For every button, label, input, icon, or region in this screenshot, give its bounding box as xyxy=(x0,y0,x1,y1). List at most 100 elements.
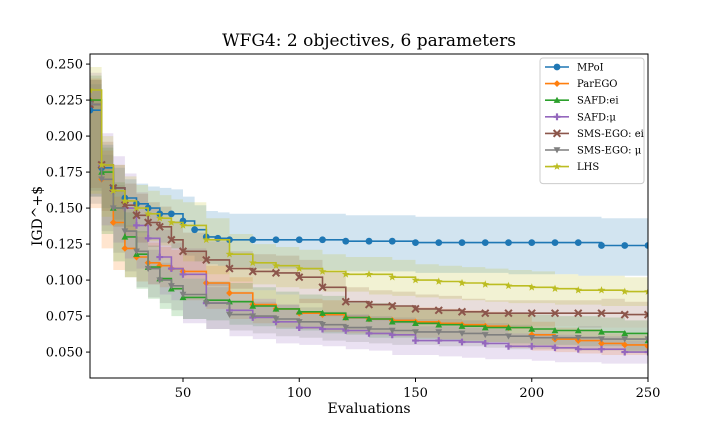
data-point xyxy=(598,242,605,249)
data-point xyxy=(598,340,605,347)
chart-title: WFG4: 2 objectives, 6 parameters xyxy=(222,31,516,51)
data-point xyxy=(225,250,234,258)
data-point xyxy=(435,337,443,344)
data-point xyxy=(481,280,490,288)
data-point xyxy=(412,239,419,247)
x-tick-label: 150 xyxy=(403,386,428,401)
data-point xyxy=(551,239,559,247)
data-point xyxy=(295,236,303,244)
data-point xyxy=(481,309,490,318)
data-point xyxy=(167,235,176,244)
legend-box xyxy=(539,57,645,185)
data-point xyxy=(574,286,583,294)
x-axis-label: Evaluations xyxy=(327,401,410,417)
data-point xyxy=(411,276,420,284)
data-point xyxy=(598,345,605,353)
data-point xyxy=(481,332,489,339)
data-point xyxy=(132,211,141,220)
data-point xyxy=(249,302,257,309)
data-point xyxy=(133,248,140,255)
data-point xyxy=(295,324,303,331)
data-point xyxy=(457,307,467,316)
legend-label: LHS xyxy=(577,162,599,173)
data-point xyxy=(527,283,536,291)
data-point xyxy=(249,313,257,320)
data-point xyxy=(121,196,129,205)
data-point xyxy=(90,106,94,114)
data-point xyxy=(202,255,211,265)
y-tick-label: 0.050 xyxy=(46,346,83,361)
data-point xyxy=(388,273,397,281)
data-point xyxy=(435,321,443,328)
data-point xyxy=(178,247,188,256)
data-point xyxy=(644,342,648,350)
data-point xyxy=(412,329,419,336)
data-point xyxy=(295,319,303,326)
data-point xyxy=(574,345,582,353)
data-point xyxy=(179,270,187,278)
data-point xyxy=(97,160,106,169)
data-point xyxy=(109,219,117,226)
data-point xyxy=(621,341,629,349)
data-point xyxy=(458,338,466,346)
data-point xyxy=(90,101,94,108)
data-point xyxy=(98,176,106,183)
data-point xyxy=(574,334,582,342)
legend-marker xyxy=(553,80,561,87)
data-point xyxy=(644,348,648,356)
data-point xyxy=(319,236,326,244)
x-tick-label: 50 xyxy=(175,386,192,401)
data-point xyxy=(90,85,94,94)
data-point xyxy=(202,235,211,244)
data-point xyxy=(272,316,280,323)
data-point xyxy=(249,236,257,244)
data-point xyxy=(598,328,605,335)
data-point xyxy=(621,336,629,343)
y-tick-label: 0.225 xyxy=(46,94,83,109)
data-point xyxy=(226,311,233,319)
data-point xyxy=(597,286,606,294)
data-point xyxy=(342,324,350,331)
x-tick-label: 100 xyxy=(287,386,312,401)
data-point xyxy=(144,265,152,272)
data-point xyxy=(434,306,443,315)
confidence-band xyxy=(90,84,648,276)
data-point xyxy=(388,318,396,325)
data-point xyxy=(365,326,373,333)
data-point xyxy=(271,268,281,277)
data-point xyxy=(481,324,489,331)
data-point xyxy=(528,239,536,247)
data-point xyxy=(342,237,350,245)
legend-label: MPoI xyxy=(577,63,604,74)
data-point xyxy=(191,226,199,234)
data-point xyxy=(167,218,176,226)
y-tick-label: 0.125 xyxy=(46,238,83,253)
data-point xyxy=(551,284,559,292)
legend-marker xyxy=(553,96,561,103)
data-point xyxy=(551,327,559,334)
data-point xyxy=(341,297,350,306)
data-point xyxy=(504,309,513,318)
y-tick-label: 0.075 xyxy=(46,310,83,325)
data-point xyxy=(144,218,153,227)
data-point xyxy=(179,221,187,229)
legend-marker xyxy=(553,63,561,71)
data-point xyxy=(644,336,648,343)
y-tick-label: 0.150 xyxy=(46,202,83,217)
legend-label: SAFD:μ xyxy=(577,112,616,123)
data-point xyxy=(504,281,513,290)
data-point xyxy=(621,329,629,337)
data-point xyxy=(365,237,373,245)
data-point xyxy=(621,242,629,249)
data-point xyxy=(109,205,117,212)
data-point xyxy=(156,262,164,270)
data-point xyxy=(121,245,129,252)
data-point xyxy=(388,301,397,311)
data-point xyxy=(505,333,512,340)
data-point xyxy=(598,336,605,343)
data-point xyxy=(318,267,327,275)
data-point xyxy=(365,270,373,278)
data-point xyxy=(167,283,175,290)
data-point xyxy=(295,264,304,272)
